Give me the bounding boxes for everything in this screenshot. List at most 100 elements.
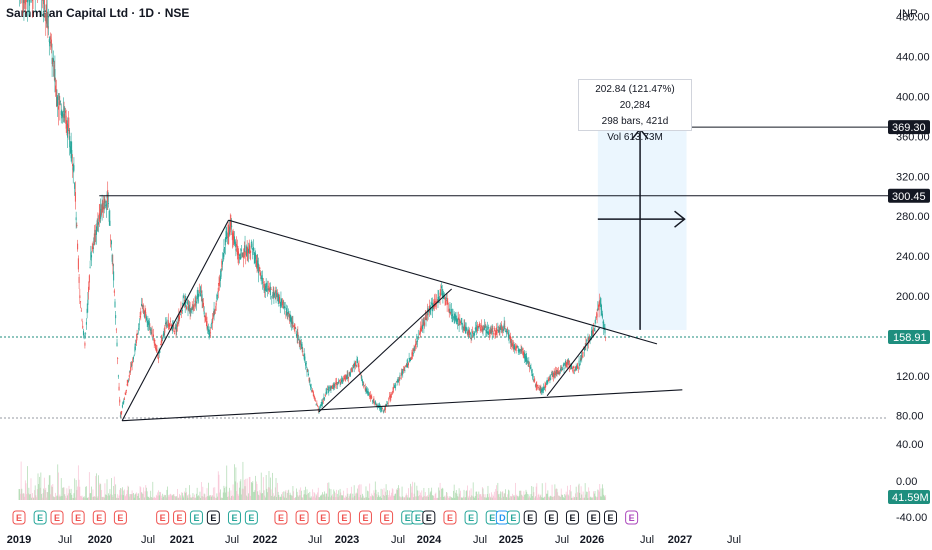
candle-body — [329, 387, 331, 389]
volume-bar — [387, 494, 389, 500]
volume-bar — [540, 494, 542, 500]
candle-body — [161, 340, 163, 342]
candle-body — [198, 289, 200, 292]
volume-bar — [115, 497, 117, 500]
candle-body — [349, 372, 351, 376]
volume-bar — [407, 497, 409, 500]
candle-body — [357, 363, 359, 367]
volume-bar — [176, 496, 178, 500]
volume-bar — [283, 491, 285, 500]
candle-body — [352, 367, 354, 369]
volume-bar — [172, 494, 174, 500]
volume-bar — [205, 497, 207, 500]
level-price-tag — [888, 188, 930, 203]
volume-bar — [37, 473, 39, 500]
volume-bar — [483, 494, 485, 500]
candle-body — [86, 308, 88, 314]
candle-body — [174, 332, 176, 334]
candle-body — [192, 306, 194, 310]
candle-body — [253, 253, 255, 255]
volume-bar — [361, 497, 363, 500]
volume-bar — [532, 486, 534, 500]
volume-bar — [328, 482, 330, 500]
volume-bar — [210, 495, 211, 500]
candle-body — [100, 209, 102, 215]
candle-body — [270, 289, 272, 290]
candle-body — [507, 329, 509, 331]
volume-bar — [491, 492, 492, 500]
volume-bar — [397, 487, 399, 500]
candle-body — [319, 405, 321, 407]
candle-body — [207, 329, 209, 333]
volume-bar — [276, 497, 278, 500]
candle-body — [379, 406, 381, 410]
candle-body — [262, 277, 264, 284]
candle-body — [507, 332, 509, 338]
candle-body — [155, 343, 157, 350]
candle-body — [376, 404, 378, 406]
volume-bar — [335, 497, 337, 500]
volume-bar — [513, 495, 515, 500]
candle-body — [143, 311, 145, 317]
volume-bar — [542, 497, 544, 500]
candle-body — [308, 377, 310, 382]
candle-body — [209, 335, 211, 337]
event-marker — [422, 510, 436, 525]
volume-bar — [107, 495, 109, 500]
candle-body — [491, 327, 493, 335]
volume-bar — [324, 496, 326, 500]
candle-body — [102, 201, 104, 213]
volume-bar — [274, 487, 276, 500]
candle-body — [71, 150, 73, 159]
candle-body — [539, 388, 541, 390]
event-marker-label: E — [426, 513, 432, 523]
candle-body — [324, 398, 326, 400]
candle-body — [321, 401, 323, 405]
candle-body — [362, 383, 364, 385]
candle-body — [572, 369, 574, 374]
volume-bar — [502, 491, 504, 500]
last-volume-tag-label: 41.59M — [892, 492, 929, 504]
volume-bar — [128, 486, 129, 500]
event-marker — [358, 510, 372, 525]
candle-body — [195, 297, 197, 306]
volume-bar — [427, 495, 428, 500]
volume-bar — [253, 491, 255, 500]
event-marker — [227, 510, 241, 525]
candle-body — [133, 354, 135, 356]
candle-body — [216, 294, 218, 300]
candle-body — [574, 369, 576, 371]
candle-body — [200, 290, 202, 294]
volume-bar — [40, 472, 42, 500]
volume-bar — [314, 493, 316, 500]
candle-body — [98, 222, 100, 225]
candle-body — [336, 383, 338, 385]
volume-bar — [295, 497, 297, 500]
candle-body — [498, 326, 500, 332]
event-marker-label: E — [54, 513, 60, 523]
candle-body — [460, 321, 462, 322]
candle-body — [200, 286, 202, 293]
candle-body — [479, 324, 481, 327]
volume-bar — [106, 479, 108, 500]
candle-body — [550, 374, 552, 376]
volume-bar — [45, 487, 47, 500]
candle-body — [144, 309, 146, 313]
volume-bar — [592, 497, 594, 500]
candle-body — [593, 328, 595, 330]
event-marker-label: E — [193, 513, 199, 523]
y-axis-tick-label: 120.00 — [896, 371, 930, 383]
volume-bar — [112, 496, 114, 500]
volume-bar — [347, 493, 349, 500]
volume-bar — [447, 496, 449, 500]
volume-bar — [406, 495, 408, 500]
candle-body — [588, 338, 590, 343]
candle-body — [67, 123, 69, 138]
candle-body — [191, 308, 193, 311]
candle-body — [521, 347, 523, 351]
candle-body — [342, 380, 344, 382]
candle-body — [53, 58, 55, 62]
volume-bar — [603, 495, 605, 500]
volume-bar — [570, 491, 572, 500]
